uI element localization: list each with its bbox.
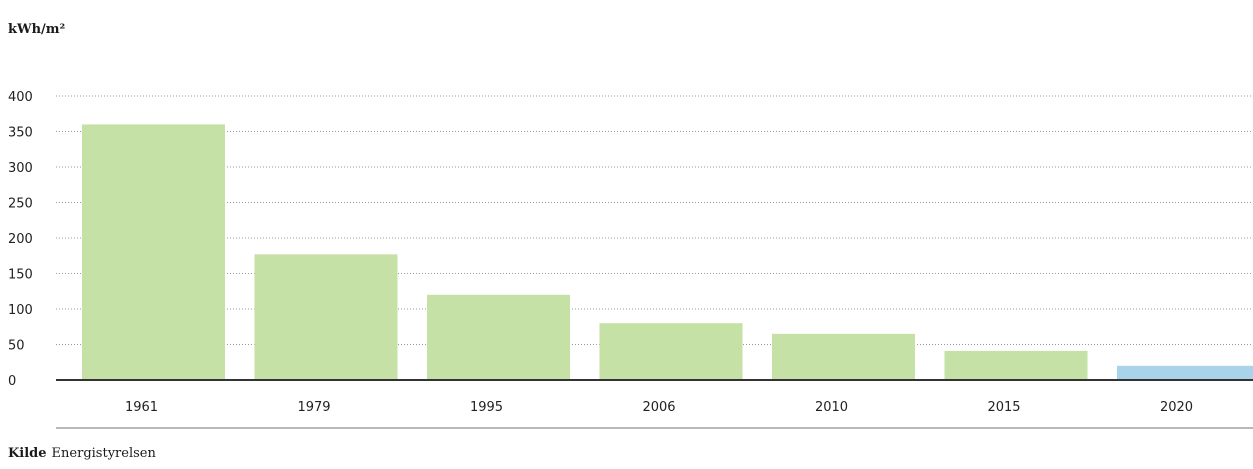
y-tick-label: 200 [8, 232, 33, 247]
x-tick-label: 2015 [987, 400, 1020, 415]
bar-2020 [1117, 365, 1253, 380]
bar-2010 [772, 333, 915, 380]
y-tick-label: 400 [8, 90, 33, 105]
x-tick-label: 1995 [470, 400, 503, 415]
x-tick-label: 1979 [297, 400, 330, 415]
y-tick-label: 0 [8, 374, 16, 389]
source-text: Energistyrelsen [51, 446, 156, 461]
gridlines [56, 95, 1253, 345]
x-tick-label: 2020 [1160, 400, 1193, 415]
y-tick-label: 300 [8, 161, 33, 176]
y-tick-label: 150 [8, 268, 33, 283]
x-tick-label: 2010 [815, 400, 848, 415]
x-tick-label: 1961 [125, 400, 158, 415]
x-tick-labels: 1961 1979 1995 2006 2010 2015 2020 [125, 400, 1193, 415]
y-tick-label: 100 [8, 303, 33, 318]
y-tick-label: 350 [8, 126, 33, 141]
bar-1961 [82, 124, 225, 381]
source-label: Kilde [8, 446, 47, 461]
y-axis-unit-label: kWh/m² [8, 22, 66, 37]
x-tick-label: 2006 [642, 400, 675, 415]
bar-2006 [599, 323, 743, 380]
bars [82, 124, 1253, 381]
bar-2015 [944, 350, 1088, 380]
source-note: Kilde Energistyrelsen [8, 446, 156, 461]
y-tick-label: 50 [8, 339, 25, 354]
y-tick-labels: 0 50 100 150 200 250 300 350 400 [8, 90, 33, 389]
y-tick-label: 250 [8, 197, 33, 212]
bar-1995 [427, 294, 570, 380]
bar-1979 [254, 254, 398, 380]
